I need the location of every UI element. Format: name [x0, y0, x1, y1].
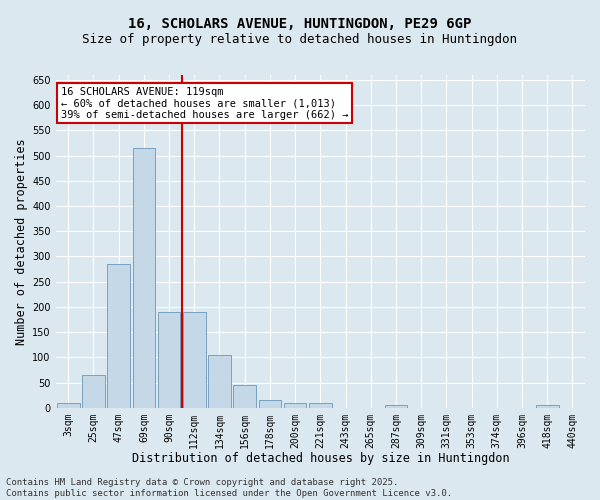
Bar: [208, 355, 231, 408]
Bar: [158, 312, 181, 408]
Bar: [259, 400, 281, 407]
Bar: [57, 402, 80, 407]
Bar: [309, 402, 332, 407]
X-axis label: Distribution of detached houses by size in Huntingdon: Distribution of detached houses by size …: [131, 452, 509, 465]
Bar: [133, 148, 155, 407]
Y-axis label: Number of detached properties: Number of detached properties: [15, 138, 28, 344]
Text: Contains HM Land Registry data © Crown copyright and database right 2025.
Contai: Contains HM Land Registry data © Crown c…: [6, 478, 452, 498]
Bar: [385, 405, 407, 407]
Text: 16 SCHOLARS AVENUE: 119sqm
← 60% of detached houses are smaller (1,013)
39% of s: 16 SCHOLARS AVENUE: 119sqm ← 60% of deta…: [61, 86, 349, 120]
Bar: [82, 375, 105, 408]
Bar: [233, 385, 256, 407]
Bar: [536, 405, 559, 407]
Text: 16, SCHOLARS AVENUE, HUNTINGDON, PE29 6GP: 16, SCHOLARS AVENUE, HUNTINGDON, PE29 6G…: [128, 18, 472, 32]
Bar: [107, 264, 130, 408]
Bar: [284, 402, 307, 407]
Text: Size of property relative to detached houses in Huntingdon: Size of property relative to detached ho…: [83, 32, 517, 46]
Bar: [183, 312, 206, 408]
